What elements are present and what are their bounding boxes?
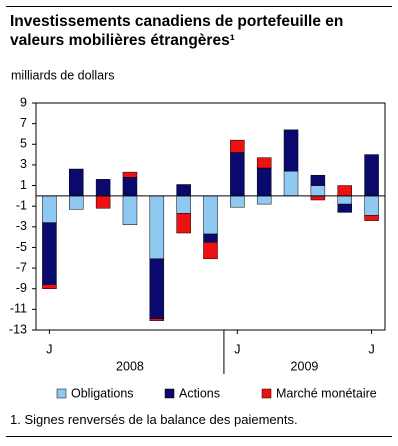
bar-segment (176, 195, 191, 214)
bar-segment (203, 242, 218, 260)
bar-segment (42, 195, 57, 223)
bar-segment (364, 215, 379, 221)
bar-segment (149, 258, 165, 319)
bar-segment (149, 318, 165, 321)
bar-segment (203, 233, 218, 243)
y-tick-label: 5 (20, 137, 27, 151)
y-tick-label: -9 (16, 281, 27, 295)
bar-segment (364, 154, 379, 197)
bar-segment (337, 203, 352, 213)
bar-segment (230, 139, 245, 153)
footnote: 1. Signes renversés de la balance des pa… (10, 412, 298, 427)
bar-segment (122, 171, 138, 178)
y-tick-label: -5 (16, 240, 27, 254)
y-axis-label: milliards de dollars (11, 68, 115, 82)
bar-segment (283, 170, 299, 197)
bar-segment (337, 195, 352, 205)
bar-segment (310, 195, 326, 201)
bottom-rule (6, 436, 392, 437)
plot-frame (35, 102, 386, 331)
bar-segment (310, 174, 326, 186)
legend-swatch (164, 388, 175, 399)
legend-label: Actions (179, 386, 220, 400)
year-label: 2008 (116, 359, 144, 373)
legend-swatch (56, 388, 67, 399)
bar-segment (69, 168, 84, 197)
bar-segment (42, 222, 57, 285)
y-tick-label: 1 (20, 178, 27, 192)
bar-segment (95, 195, 111, 209)
bar-segment (230, 152, 245, 197)
bar-segment (364, 195, 379, 216)
bar-segment (256, 157, 272, 169)
y-tick-label: -7 (16, 260, 27, 274)
x-tick-label: J (46, 342, 52, 356)
bar-segment (283, 129, 299, 172)
legend-label: Marché monétaire (276, 386, 377, 400)
bar-segment (310, 185, 326, 197)
x-tick-label: J (368, 342, 374, 356)
bar-segment (256, 167, 272, 197)
bar-segment (95, 179, 111, 197)
y-tick-label: 7 (20, 116, 27, 130)
bar-segment (176, 184, 191, 197)
chart-title: Investissements canadiens de portefeuill… (10, 13, 344, 49)
y-tick-label: 9 (20, 95, 27, 109)
top-rule (6, 6, 392, 7)
legend-swatch (261, 388, 272, 399)
y-tick-label: 3 (20, 157, 27, 171)
bar-segment (203, 195, 218, 235)
bar-segment (176, 213, 191, 234)
bar-segment (149, 195, 165, 260)
y-tick-label: -1 (16, 198, 27, 212)
y-tick-label: -11 (10, 302, 27, 316)
bar-segment (122, 195, 138, 226)
bar-segment (69, 195, 84, 210)
x-tick-label: J (234, 342, 240, 356)
legend-label: Obligations (71, 386, 134, 400)
y-tick-label: -3 (16, 219, 27, 233)
bar-segment (256, 195, 272, 205)
year-label: 2009 (291, 359, 319, 373)
bar-segment (42, 284, 57, 289)
bar-segment (230, 195, 245, 208)
y-tick-label: -13 (9, 322, 27, 336)
bar-segment (337, 185, 352, 197)
bar-segment (122, 177, 138, 197)
